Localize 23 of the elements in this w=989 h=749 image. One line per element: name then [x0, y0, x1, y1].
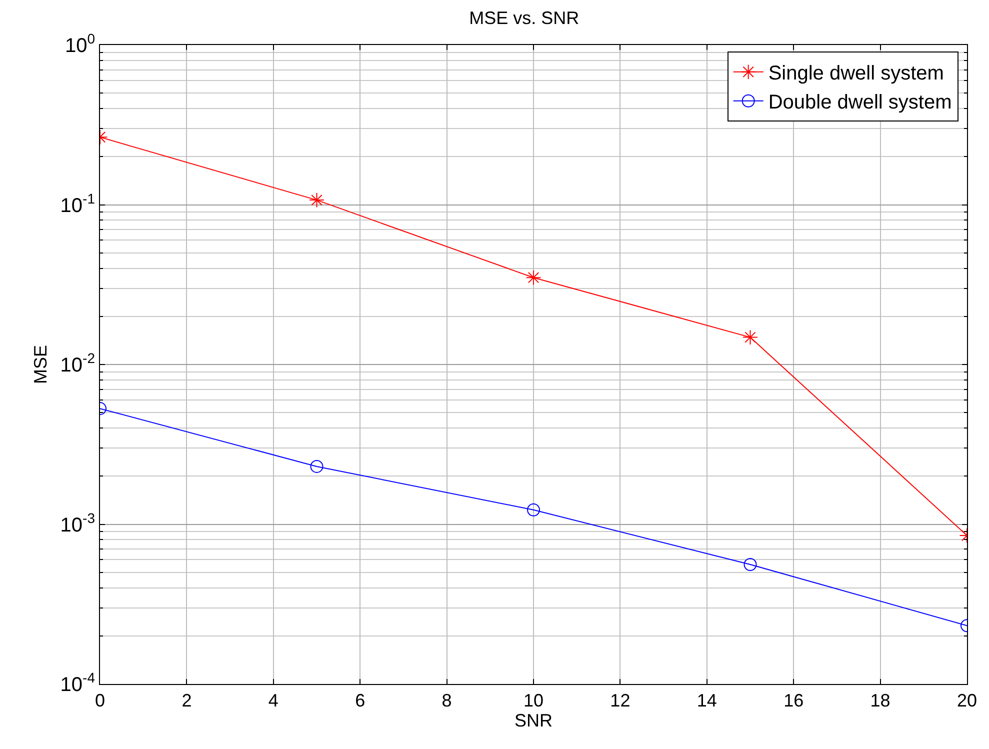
point [526, 270, 542, 286]
y-axis-title: MSE [30, 344, 50, 384]
x-tick-label: 2 [182, 690, 192, 711]
chart-title: MSE vs. SNR [469, 8, 580, 28]
x-tick-label: 8 [442, 690, 452, 711]
x-tick-label: 0 [94, 690, 106, 711]
x-tick-label: 20 [956, 690, 978, 711]
x-axis-title: SNR [514, 710, 553, 731]
x-tick-label: 6 [355, 690, 366, 711]
x-tick-label: 4 [268, 690, 278, 711]
x-tick-label: 16 [784, 690, 804, 711]
legend-label: Double dwell system [768, 92, 952, 114]
y-tick-label: 10$^{-2}$ [60, 350, 96, 376]
y-tick-label: 10$^{-1}$ [60, 190, 96, 217]
y-tick-label: 10$^{-4}$ [60, 670, 96, 696]
y-tick-label: 10$^{-3}$ [60, 510, 96, 536]
x-tick-label: 14 [696, 690, 717, 711]
x-tick-label: 12 [610, 690, 630, 711]
legend-label: Single dwell system [768, 62, 944, 85]
x-tick-label: 10 [523, 690, 544, 711]
x-tick-label: 18 [870, 690, 890, 711]
y-tick-label: 10$^{0}$ [64, 30, 96, 57]
point [527, 503, 540, 516]
